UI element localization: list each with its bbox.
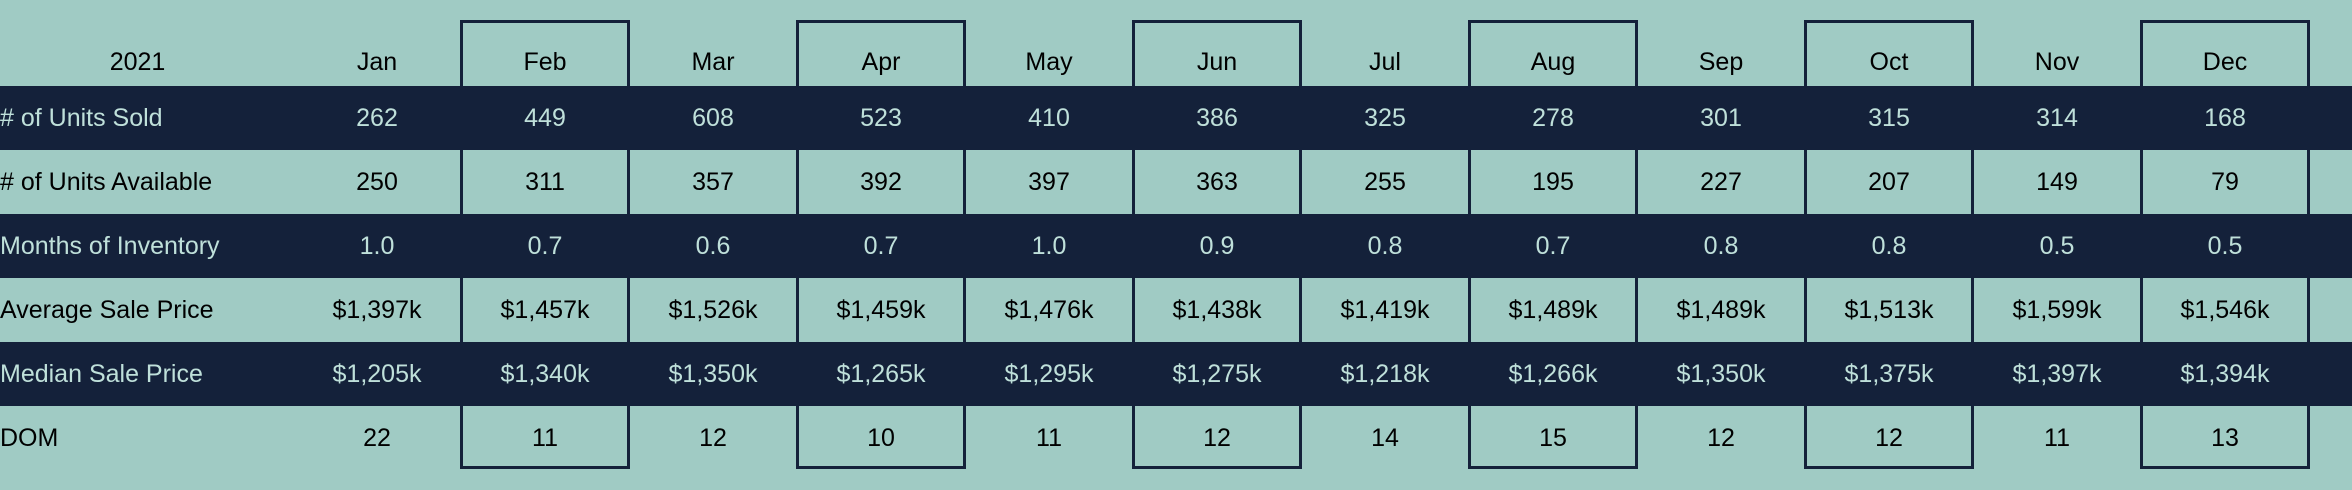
- row-label: Average Sale Price: [0, 296, 214, 324]
- table-cell: 0.8: [1367, 232, 1403, 260]
- table-cell: $1,265k: [836, 360, 926, 388]
- table-cell: 311: [525, 168, 565, 196]
- table-cell: 0.7: [1535, 232, 1571, 260]
- table-cell: 0.9: [1199, 232, 1235, 260]
- table-cell: 301: [1700, 104, 1742, 132]
- table-cell: $1,375k: [1844, 360, 1934, 388]
- table-cell: 0.8: [1703, 232, 1739, 260]
- table-cell: 195: [1532, 168, 1574, 196]
- table-cell: 11: [532, 424, 558, 452]
- table-row: Months of Inventory 1.0 0.7 0.6 0.7 1.0 0.9 0.8…: [0, 214, 2352, 278]
- table-cell: 10: [867, 424, 895, 452]
- table-cell: 255: [1364, 168, 1406, 196]
- table-cell: $1,397k: [332, 296, 422, 324]
- table-cell: 449: [524, 104, 566, 132]
- month-header-nov: Nov: [2034, 48, 2080, 76]
- table-cell: 227: [1700, 168, 1742, 196]
- table-cell: 278: [1532, 104, 1574, 132]
- table-cell: $1,394k: [2180, 360, 2270, 388]
- table-cell: 13: [2211, 424, 2239, 452]
- year-header: 2021: [109, 48, 166, 76]
- header-row: 2021 Jan Feb Mar Apr May Jun Jul Aug Sep Oct Nov Dec: [0, 30, 2352, 94]
- table-cell: 11: [2044, 424, 2070, 452]
- table-cell: 79: [2211, 168, 2239, 196]
- row-label: # of Units Sold: [0, 104, 163, 132]
- month-header-aug: Aug: [1530, 48, 1576, 76]
- table-cell: $1,476k: [1004, 296, 1094, 324]
- table-cell: $1,266k: [1508, 360, 1598, 388]
- month-header-jul: Jul: [1369, 48, 1401, 76]
- table-cell: 397: [1028, 168, 1070, 196]
- table-row: Average Sale Price $1,397k $1,457k $1,526k $…: [0, 278, 2352, 342]
- table-cell: $1,459k: [836, 296, 926, 324]
- month-header-sep: Sep: [1698, 48, 1744, 76]
- table-cell: 314: [2036, 104, 2078, 132]
- table-cell: 357: [692, 168, 734, 196]
- table-cell: $1,457k: [500, 296, 590, 324]
- month-header-jan: Jan: [356, 48, 398, 76]
- table-cell: 363: [1196, 168, 1238, 196]
- table-cell: 410: [1028, 104, 1070, 132]
- month-header-dec: Dec: [2202, 48, 2248, 76]
- table-cell: 22: [363, 424, 391, 452]
- table-cell: $1,526k: [668, 296, 758, 324]
- table-cell: $1,513k: [1844, 296, 1934, 324]
- table-row: # of Units Available 250 311 357 392 397 363 25…: [0, 150, 2352, 214]
- table-cell: $1,546k: [2180, 296, 2270, 324]
- table-cell: 11: [1036, 424, 1062, 452]
- table-cell: 386: [1196, 104, 1238, 132]
- table-cell: $1,489k: [1508, 296, 1598, 324]
- table-cell: $1,599k: [2012, 296, 2102, 324]
- table-cell: $1,275k: [1172, 360, 1262, 388]
- table-cell: $1,218k: [1340, 360, 1430, 388]
- month-header-apr: Apr: [861, 48, 901, 76]
- table-cell: 0.5: [2039, 232, 2075, 260]
- month-header-may: May: [1025, 48, 1073, 76]
- table-cell: 1.0: [1031, 232, 1067, 260]
- table-cell: $1,350k: [1676, 360, 1766, 388]
- row-label: Months of Inventory: [0, 232, 220, 260]
- table-cell: $1,350k: [668, 360, 758, 388]
- table-cell: 12: [1875, 424, 1903, 452]
- table-row: Median Sale Price $1,205k $1,340k $1,350k $1…: [0, 342, 2352, 406]
- table-cell: $1,438k: [1172, 296, 1262, 324]
- table-cell: 1.0: [359, 232, 395, 260]
- month-header-feb: Feb: [523, 48, 567, 76]
- month-header-jun: Jun: [1196, 48, 1238, 76]
- table-cell: 0.6: [695, 232, 731, 260]
- table-cell: 12: [1203, 424, 1231, 452]
- table-cell: 12: [699, 424, 727, 452]
- table-cell: $1,205k: [332, 360, 422, 388]
- table-cell: 149: [2036, 168, 2078, 196]
- table-cell: $1,397k: [2012, 360, 2102, 388]
- table-cell: 0.7: [863, 232, 899, 260]
- table-cell: 250: [356, 168, 398, 196]
- month-header-oct: Oct: [1869, 48, 1909, 76]
- table-cell: $1,419k: [1340, 296, 1430, 324]
- table-row: # of Units Sold 262 449 608 523 410 386 325 278 3…: [0, 86, 2352, 150]
- table-cell: $1,295k: [1004, 360, 1094, 388]
- table-cell: $1,340k: [500, 360, 590, 388]
- row-label: DOM: [0, 424, 59, 452]
- table-cell: 207: [1868, 168, 1910, 196]
- table-cell: 392: [860, 168, 902, 196]
- row-label: # of Units Available: [0, 168, 213, 196]
- month-header-mar: Mar: [691, 48, 735, 76]
- table-cell: 315: [1868, 104, 1910, 132]
- table-cell: 523: [860, 104, 902, 132]
- table-cell: $1,489k: [1676, 296, 1766, 324]
- table-cell: 12: [1707, 424, 1735, 452]
- table-cell: 14: [1371, 424, 1399, 452]
- table-cell: 325: [1364, 104, 1406, 132]
- table-cell: 608: [692, 104, 734, 132]
- table-cell: 0.5: [2207, 232, 2243, 260]
- table-row: DOM 22 11 12 10 11 12 14 15 12 12 11 13: [0, 406, 2352, 470]
- table-cell: 0.8: [1871, 232, 1907, 260]
- table-cell: 168: [2204, 104, 2246, 132]
- table-cell: 0.7: [527, 232, 563, 260]
- row-label: Median Sale Price: [0, 360, 203, 388]
- table-cell: 262: [356, 104, 398, 132]
- table-cell: 15: [1539, 424, 1567, 452]
